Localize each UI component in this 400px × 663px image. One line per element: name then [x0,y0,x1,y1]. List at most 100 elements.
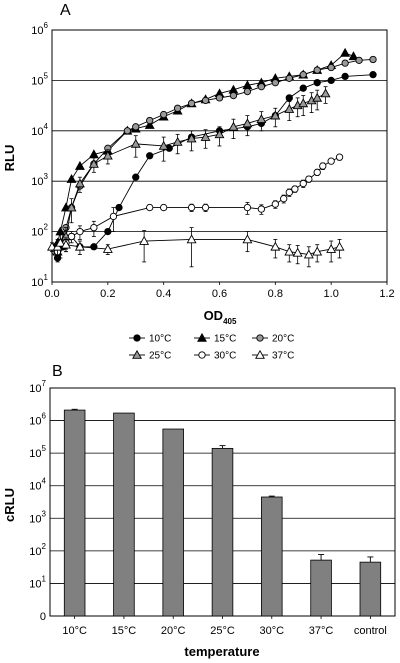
panel-b-y-axis-title: cRLU [2,488,17,522]
panel-a-y-tick-label: 105 [31,71,48,87]
legend-marker [255,349,265,359]
bar [310,559,332,617]
data-point [109,212,118,221]
panel-a-x-tick-label: 0.6 [212,288,227,300]
panel-b-y-tick-label: 102 [29,542,46,558]
data-point [146,116,154,125]
series-5 [47,227,345,268]
data-point [334,241,345,251]
data-point [160,203,168,212]
series-4 [53,153,344,259]
data-point [313,168,321,176]
panel-b-x-tick-label: 10°C [62,625,87,637]
bar [261,496,283,617]
panel-a-y-tick-labels: 101 102 103 104 105 106 [31,21,48,289]
panel-a-x-tick-label: 1.2 [379,288,394,300]
panel-a-y-tick-label: 101 [31,273,48,289]
data-point [76,227,84,236]
data-point [172,136,183,146]
data-point [319,162,327,170]
panel-b-x-tick-label: 30°C [259,625,284,637]
data-point [313,79,321,87]
data-point [292,247,303,257]
data-point [115,203,123,212]
data-point [299,179,307,188]
data-point [102,243,113,253]
panel-a-y-axis-title: RLU [2,145,17,172]
panel-b-y-tick-label: 101 [29,574,46,590]
data-point [74,241,85,251]
data-point [280,195,288,203]
legend-item: 15°C [194,332,236,345]
legend-item: 25°C [129,349,171,362]
data-point [299,84,307,92]
data-point [242,234,253,244]
data-point [146,152,154,160]
data-point [285,188,293,197]
data-point [55,237,66,247]
panel-b-y-tick-label: 107 [29,379,46,395]
panel-a-y-tick-label: 103 [31,172,48,188]
panel-a-label: A [60,2,71,19]
series-0 [51,71,377,262]
data-point [270,241,281,251]
data-point [88,158,99,168]
panel-a-y-tick-label: 104 [31,122,48,138]
data-point [355,56,363,64]
data-point [271,200,279,208]
panel-a: A 101 102 103 104 105 106 0.0 0.2 0.4 0.6 0.8 1.0 1… [2,2,395,362]
legend-label: 15°C [214,334,236,345]
data-point [66,202,77,212]
data-point [67,232,76,241]
panel-a-x-tick-label: 0.8 [268,288,283,300]
legend-marker [256,334,264,342]
data-point [74,178,85,188]
panel-a-x-tick-label: 0.0 [44,288,59,300]
legend-item: 30°C [194,351,236,362]
panel-b-y-tick-label: 103 [29,509,46,525]
data-point [320,88,331,98]
data-point [158,140,169,150]
data-point [243,203,252,212]
legend-marker [133,334,141,342]
data-point [139,235,150,245]
panel-a-y-tick-label: 106 [31,21,48,37]
legend-label: 30°C [214,351,236,362]
data-point [327,76,335,85]
legend-label: 37°C [272,351,294,362]
data-point [313,66,321,74]
data-point [243,87,252,96]
data-point [201,96,210,105]
data-point [335,153,344,161]
data-point [214,129,225,139]
legend-marker [197,332,207,342]
data-point [200,131,211,141]
legend-label: 20°C [272,334,294,345]
panel-b-x-tick-labels: 10°C 15°C 20°C 25°C 30°C 37°C control [62,616,387,637]
legend-marker [198,351,206,359]
bar [63,409,86,617]
data-point [312,246,323,256]
data-point [173,104,182,112]
data-point [341,72,349,81]
data-point [187,99,196,108]
data-point [132,173,140,181]
data-point [257,205,266,213]
panel-b-y-tick-label: 106 [29,412,46,428]
panel-a-x-tick-label: 0.2 [100,288,115,300]
panel-b-x-tick-label: 20°C [161,625,186,637]
bar [162,428,184,617]
data-point [104,227,112,236]
legend-item: 37°C [252,349,294,362]
panel-b-y-tick-labels: 0 101 102 103 104 105 106 107 [29,379,46,623]
legend-label: 25°C [149,351,171,362]
data-point [327,63,335,72]
data-point [257,83,266,91]
bar [113,412,135,617]
data-point [187,203,196,212]
panel-b-x-axis-title: temperature [184,644,259,659]
data-point [90,243,98,251]
panel-a-legend: 10°C 15°C 20°C 25°C 30°C 37°C [129,332,294,362]
legend-label: 10°C [149,334,171,345]
data-point [284,246,295,256]
